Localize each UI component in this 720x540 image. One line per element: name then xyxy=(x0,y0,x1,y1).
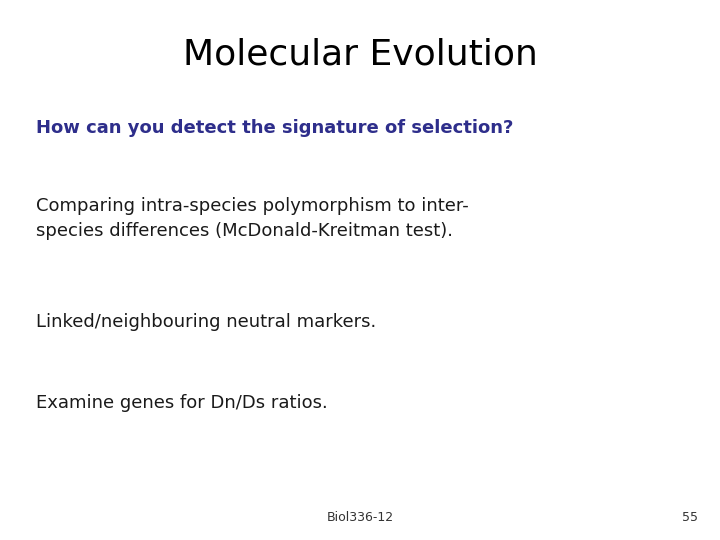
Text: 55: 55 xyxy=(683,511,698,524)
Text: How can you detect the signature of selection?: How can you detect the signature of sele… xyxy=(36,119,513,137)
Text: Comparing intra-species polymorphism to inter-
species differences (McDonald-Kre: Comparing intra-species polymorphism to … xyxy=(36,197,469,240)
Text: Linked/neighbouring neutral markers.: Linked/neighbouring neutral markers. xyxy=(36,313,377,331)
Text: Biol336-12: Biol336-12 xyxy=(326,511,394,524)
Text: Molecular Evolution: Molecular Evolution xyxy=(183,38,537,72)
Text: Examine genes for Dn/Ds ratios.: Examine genes for Dn/Ds ratios. xyxy=(36,394,328,412)
